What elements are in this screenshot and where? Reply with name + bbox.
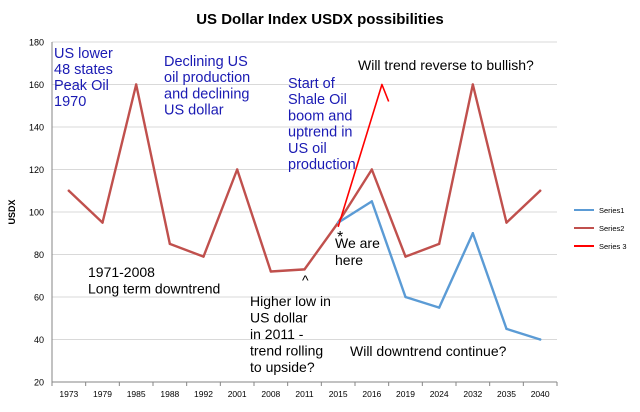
series1-line-point: [404, 295, 407, 299]
x-tick-label: 1992: [194, 389, 213, 399]
x-tick-label: 2008: [261, 389, 280, 399]
annotation-caret-marker: ^: [302, 272, 309, 288]
legend-label: Series 3: [599, 242, 627, 251]
x-tick-label: 2015: [329, 389, 348, 399]
y-tick-label: 140: [29, 123, 44, 133]
series3-line: [337, 83, 390, 228]
series1-line-point: [505, 327, 508, 331]
annotation-layer: US lower 48 states Peak Oil 1970 Declining U…: [54, 46, 534, 375]
chart-title: US Dollar Index USDX possibilities: [196, 11, 444, 28]
annotation-line: Will downtrend continue?: [350, 343, 507, 359]
x-tick-label: 2019: [396, 389, 415, 399]
annotation-long-term: 1971-2008 Long term downtrend: [88, 264, 220, 297]
annotation-line: US dollar: [164, 103, 224, 119]
annotation-we-are-here: We are here: [335, 235, 380, 268]
series1-line-point: [471, 232, 475, 235]
x-tick-label: 2032: [463, 389, 482, 399]
annotation-line: Will trend reverse to bullish?: [358, 57, 534, 73]
annotation-peak-oil: US lower 48 states Peak Oil 1970: [54, 46, 113, 110]
y-tick-label: 100: [29, 208, 44, 218]
y-tick-label: 60: [34, 293, 44, 303]
series2-line-point: [505, 221, 508, 224]
x-tick-label: 2016: [362, 389, 381, 399]
y-tick-label: 120: [29, 165, 44, 175]
annotation-line: US oil: [288, 141, 327, 157]
y-axis-title: USDX: [7, 199, 17, 224]
annotation-line: Shale Oil: [288, 92, 347, 108]
x-tick-label: 2001: [228, 389, 247, 399]
series1-line-point: [370, 200, 374, 203]
annotation-line: 1971-2008: [88, 264, 155, 280]
series-layer: [67, 83, 542, 341]
series2-line-point: [538, 189, 542, 192]
annotation-line: Start of: [288, 76, 336, 92]
y-tick-label: 80: [34, 250, 44, 260]
annotation-bullish: Will trend reverse to bullish?: [358, 57, 534, 73]
legend: Series1 Series2 Series 3: [574, 206, 627, 251]
series2-line-point: [67, 189, 71, 192]
legend-label: Series1: [599, 206, 624, 215]
annotation-line: production: [288, 157, 356, 173]
annotation-declining: Declining US oil production and declining U…: [164, 54, 250, 119]
x-tick-label: 2011: [295, 389, 314, 399]
annotation-line: We are: [335, 235, 380, 251]
y-tick-label: 20: [34, 378, 44, 388]
annotation-line: ^: [302, 272, 309, 288]
annotation-line: in 2011 -: [250, 326, 304, 342]
x-tick-label: 1985: [127, 389, 146, 399]
annotation-line: US lower: [54, 46, 113, 62]
series2-line-point: [101, 221, 104, 224]
annotation-star-marker: *: [337, 229, 343, 246]
annotation-line: uptrend in: [288, 125, 353, 141]
series2-line-point: [134, 83, 138, 86]
annotation-higher-low: Higher low in US dollar in 2011 -trend rol…: [250, 293, 331, 375]
series2-line-point: [404, 255, 407, 258]
annotation-line: trend rolling: [250, 343, 323, 359]
annotation-line: Peak Oil: [54, 78, 109, 94]
annotation-line: to upside?: [250, 359, 315, 375]
annotation-line: oil production: [164, 70, 250, 86]
series2-line-point: [235, 168, 239, 171]
annotation-line: *: [337, 229, 343, 246]
series2-line-point: [269, 270, 273, 273]
series2-line-point: [303, 268, 306, 271]
series2-line-point: [202, 255, 205, 258]
annotation-line: 1970: [54, 94, 86, 110]
series1-line-point: [538, 338, 542, 341]
annotation-line: boom and: [288, 108, 353, 124]
series2-line-point: [471, 83, 475, 86]
y-tick-label: 160: [29, 80, 44, 90]
annotation-line: Declining US: [164, 54, 248, 70]
series2-line-point: [437, 242, 441, 246]
x-tick-label: 2040: [531, 389, 550, 399]
annotation-line: US dollar: [250, 310, 308, 326]
x-tick-label: 1973: [59, 389, 78, 399]
series2-line-point: [168, 242, 172, 246]
annotation-shale: Start of Shale Oil boom and uptrend in US oi…: [288, 76, 356, 173]
annotation-line: and declining: [164, 86, 249, 102]
annotation-line: Long term downtrend: [88, 281, 220, 297]
annotation-line: here: [335, 252, 363, 268]
annotation-line: Higher low in: [250, 293, 331, 309]
x-tick-label: 2035: [497, 389, 516, 399]
series1-line-point: [437, 306, 441, 309]
y-tick-label: 180: [29, 38, 44, 48]
legend-label: Series2: [599, 224, 624, 233]
x-tick-label: 2024: [430, 389, 449, 399]
x-tick-label: 1988: [160, 389, 179, 399]
x-tick-label: 1979: [93, 389, 112, 399]
y-tick-label: 40: [34, 335, 44, 345]
annotation-downtrend: Will downtrend continue?: [350, 343, 507, 359]
series2-line-point: [370, 168, 374, 171]
annotation-line: 48 states: [54, 62, 113, 78]
